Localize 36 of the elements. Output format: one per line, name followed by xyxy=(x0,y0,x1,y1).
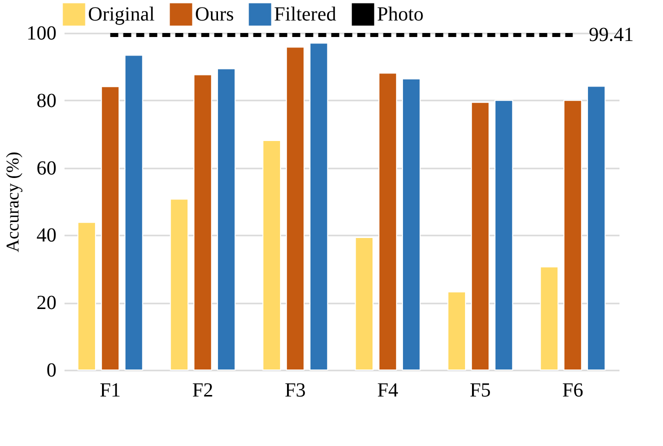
y-tick-label: 40 xyxy=(36,224,56,247)
bar xyxy=(309,42,328,370)
x-tick-label: F2 xyxy=(192,380,214,402)
bar xyxy=(586,86,606,370)
x-tick-label: F6 xyxy=(562,380,584,402)
bar xyxy=(262,140,282,370)
y-tick-label: 60 xyxy=(36,157,56,180)
bar xyxy=(170,198,189,370)
y-axis-title: Accuracy (%) xyxy=(2,152,22,252)
y-tick-label: 20 xyxy=(36,292,56,314)
bar xyxy=(354,237,374,370)
bar xyxy=(124,54,144,370)
legend-label: Photo xyxy=(377,3,424,26)
bar xyxy=(470,102,490,370)
x-tick-label: F4 xyxy=(377,380,398,402)
bar xyxy=(563,100,582,370)
bar xyxy=(540,266,559,370)
bar xyxy=(193,74,212,370)
data-label: 99.41 xyxy=(588,24,634,46)
x-tick-label: F3 xyxy=(284,380,306,402)
legend-label: Original xyxy=(88,3,156,26)
x-tick-label: F5 xyxy=(470,380,491,402)
x-tick-label: F1 xyxy=(100,380,121,402)
y-tick-label: 100 xyxy=(26,22,56,44)
bar xyxy=(77,222,96,370)
bar xyxy=(402,78,421,370)
y-tick-label: 80 xyxy=(36,90,56,112)
bar xyxy=(447,291,466,370)
bar xyxy=(216,68,236,370)
bar xyxy=(100,86,120,370)
y-tick-label: 0 xyxy=(46,360,56,382)
legend-label: Ours xyxy=(195,3,234,26)
legend-label: Filtered xyxy=(274,3,336,26)
bar xyxy=(494,100,514,370)
bar xyxy=(378,72,398,370)
bar xyxy=(286,46,305,370)
